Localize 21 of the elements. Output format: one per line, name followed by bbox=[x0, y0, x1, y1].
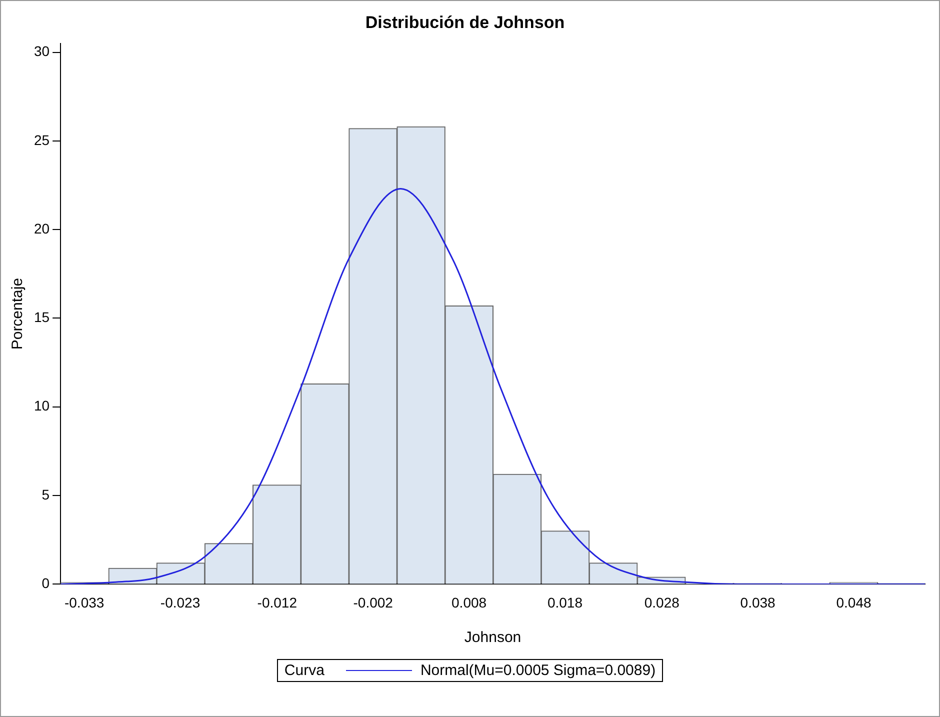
x-tick-label: -0.002 bbox=[353, 594, 394, 610]
x-tick-label: 0.048 bbox=[836, 594, 872, 610]
chart-title: Distribución de Johnson bbox=[365, 12, 565, 32]
y-axis-title: Porcentaje bbox=[9, 278, 26, 350]
x-tick-label: -0.033 bbox=[64, 594, 104, 610]
y-tick-label: 25 bbox=[34, 132, 50, 148]
y-tick-label: 5 bbox=[42, 486, 50, 502]
legend-title: Curva bbox=[284, 662, 324, 679]
x-tick-label: 0.028 bbox=[644, 594, 680, 610]
x-tick-label: 0.038 bbox=[740, 594, 776, 610]
x-tick-label: 0.018 bbox=[547, 594, 583, 610]
x-tick-label: 0.008 bbox=[452, 594, 487, 610]
legend-label: Normal(Mu=0.0005 Sigma=0.0089) bbox=[420, 662, 656, 679]
y-tick-label: 15 bbox=[34, 309, 50, 326]
y-tick-label: 30 bbox=[34, 43, 50, 60]
x-tick-label: -0.023 bbox=[160, 594, 200, 610]
y-tick-label: 10 bbox=[34, 398, 50, 414]
y-tick-label: 0 bbox=[42, 575, 50, 592]
y-tick-label: 20 bbox=[34, 220, 50, 236]
x-tick-label: -0.012 bbox=[257, 594, 298, 610]
x-axis-title: Johnson bbox=[464, 629, 522, 646]
